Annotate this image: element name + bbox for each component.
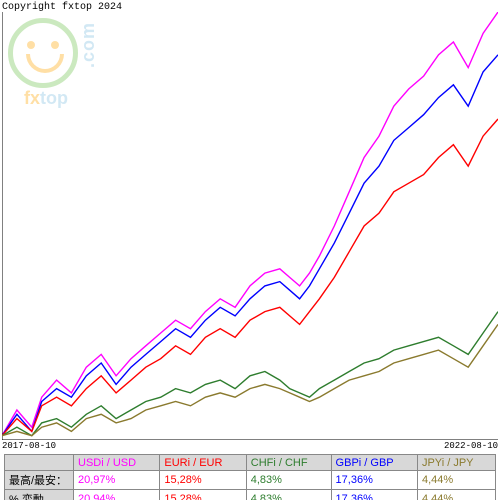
- table-cell: 4,44%: [417, 471, 495, 490]
- table-cell: 4,44%: [417, 490, 495, 500]
- series-line-gbp: [2, 55, 498, 436]
- series-line-usd: [2, 12, 498, 436]
- table-cell: 20,97%: [74, 471, 160, 490]
- table-cell: 20,94%: [74, 490, 160, 500]
- line-chart: [2, 12, 498, 440]
- table-cell: 15,28%: [160, 471, 246, 490]
- column-header: JPYi / JPY: [417, 455, 495, 471]
- table-cell: 17,36%: [331, 490, 417, 500]
- table-cell: 4,83%: [246, 471, 331, 490]
- row-header: % 変動: [5, 490, 74, 500]
- table-corner: [5, 455, 74, 471]
- table-cell: 17,36%: [331, 471, 417, 490]
- column-header: USDi / USD: [74, 455, 160, 471]
- x-end-label: 2022-08-10: [444, 441, 498, 451]
- column-header: CHFi / CHF: [246, 455, 331, 471]
- legend-table: USDi / USDEURi / EURCHFi / CHFGBPi / GBP…: [4, 454, 496, 500]
- table-cell: 4,83%: [246, 490, 331, 500]
- row-header: 最高/最安：: [5, 471, 74, 490]
- column-header: GBPi / GBP: [331, 455, 417, 471]
- x-start-label: 2017-08-10: [2, 441, 56, 451]
- column-header: EURi / EUR: [160, 455, 246, 471]
- table-cell: 15,28%: [160, 490, 246, 500]
- series-line-chf: [2, 312, 498, 436]
